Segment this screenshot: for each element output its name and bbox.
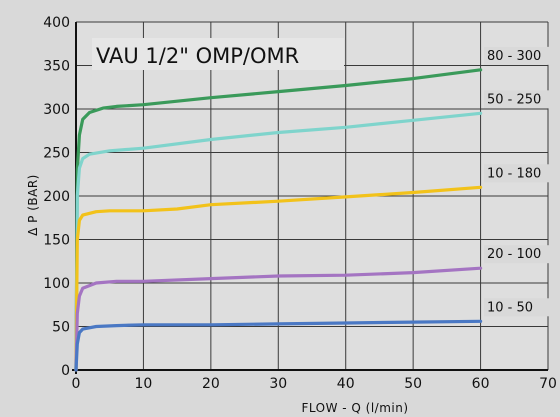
series-label: 20 - 100 [487,247,541,262]
y-tick-label: 100 [43,276,70,292]
x-tick-label: 50 [404,376,422,392]
chart-title: VAU 1/2" OMP/OMR [96,44,299,68]
tick-labels: 0 10 20 30 40 50 60 70 0 50 100 150 200 250 300 350 400 [43,15,557,392]
series-label-bg [484,90,552,109]
y-tick-label: 350 [43,59,70,75]
x-tick-label: 30 [269,376,287,392]
x-tick-label: 20 [202,376,220,392]
y-tick-label: 250 [43,146,70,162]
series-label-bg [484,164,552,183]
series-label: 10 - 50 [487,300,533,315]
series-label-bg [484,46,552,65]
y-tick-label: 150 [43,233,70,249]
series-label: 80 - 300 [487,49,541,64]
x-tick-label: 70 [539,376,557,392]
y-tick-label: 200 [43,189,70,205]
x-tick-label: 60 [472,376,490,392]
y-tick-label: 50 [52,320,70,336]
y-tick-label: 0 [61,363,70,379]
y-axis-title: Δ P (BAR) [26,174,40,236]
series-line [74,68,483,372]
series-labels: 80 - 300 50 - 250 10 - 180 20 - 100 10 - 50 [484,46,552,317]
series-label-bg [484,298,552,317]
series-group [74,68,483,372]
x-tick-label: 40 [337,376,355,392]
series-line [74,266,483,372]
series-label-bg [484,245,552,264]
x-tick-label: 0 [72,376,81,392]
y-tick-label: 300 [43,102,70,118]
series-label: 50 - 250 [487,92,541,107]
series-line [74,319,483,372]
title-box [92,38,344,70]
series-line [74,185,483,372]
series-label: 10 - 180 [487,166,541,181]
x-axis-title: FLOW - Q (l/min) [301,401,408,415]
x-tick-label: 10 [135,376,153,392]
series-line [74,111,483,372]
y-tick-label: 400 [43,15,70,31]
